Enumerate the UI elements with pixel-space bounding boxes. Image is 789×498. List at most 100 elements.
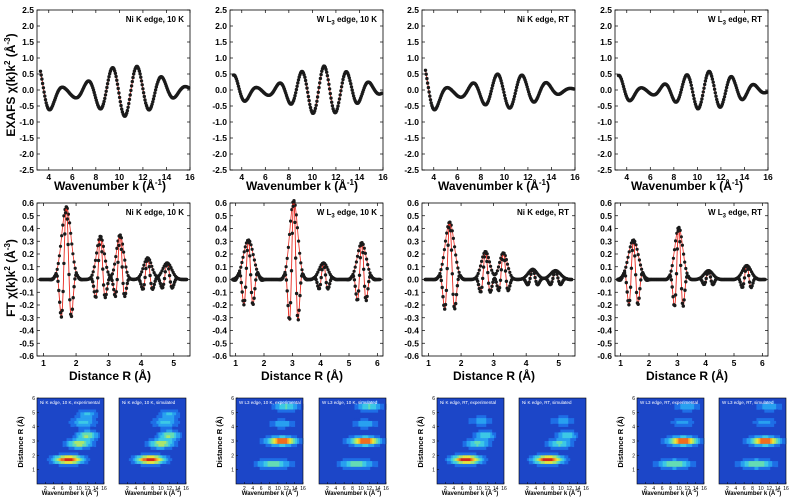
marker-experiment-envelope [685, 271, 689, 275]
wt-cell [72, 446, 75, 450]
wt-cell [468, 418, 471, 422]
wt-cell [92, 423, 95, 427]
wt-cell [674, 461, 677, 465]
wt-cell [740, 438, 743, 442]
marker-experiment [139, 282, 143, 286]
marker-experiment [158, 281, 162, 286]
wt-cell [488, 418, 491, 422]
wt-cell [364, 400, 367, 405]
x-tick-label: 12 [331, 172, 341, 182]
marker-experiment [488, 92, 493, 96]
wt-cell [568, 446, 571, 450]
wt-cell [275, 441, 278, 445]
wt-cell [780, 441, 783, 445]
wt-cell [568, 415, 571, 419]
marker-experiment [320, 268, 324, 272]
wt-cell [774, 400, 777, 405]
marker-experiment [337, 97, 342, 101]
wt-cell [688, 435, 691, 439]
wt-cell [764, 441, 767, 445]
wt-cell [472, 458, 475, 462]
wt-cell [332, 461, 336, 465]
wt-cell [560, 463, 563, 468]
marker-experiment [39, 73, 43, 77]
wt-cell [672, 406, 675, 410]
marker-experiment [691, 90, 695, 94]
wt-cell [472, 415, 475, 419]
wt-cell [672, 461, 675, 465]
wt-cell [277, 409, 280, 413]
marker-experiment-envelope [640, 267, 644, 271]
wt-cell [474, 418, 477, 422]
wt-cell [279, 420, 282, 425]
wt-cell [96, 423, 99, 427]
marker-experiment [367, 279, 371, 284]
wt-cell [281, 400, 284, 405]
wt-cell [164, 461, 167, 465]
wt-cell [564, 429, 567, 433]
wt-cell [762, 461, 765, 465]
wt-cell [738, 466, 741, 470]
wt-cell [70, 446, 73, 450]
wt-cell [566, 441, 569, 445]
wt-cell [164, 455, 167, 459]
wt-cell [158, 452, 161, 456]
marker-experiment-envelope [451, 236, 455, 240]
wt-cell [570, 432, 573, 436]
wt-cell [444, 455, 448, 459]
wt-y-tick-label: 6 [632, 396, 635, 402]
wt-cell [291, 423, 294, 427]
wt-cell [560, 435, 563, 439]
marker-experiment [715, 97, 719, 102]
wt-cell [670, 435, 673, 439]
wt-cell [348, 441, 351, 445]
wt-cell [750, 435, 753, 439]
wt-cell [281, 461, 284, 465]
wt-cell [76, 415, 79, 419]
wt-cell [550, 461, 553, 465]
wt-cell [352, 403, 355, 407]
marker-experiment-envelope [73, 266, 77, 270]
wt-cell [690, 406, 693, 410]
wt-cell [366, 441, 369, 445]
row3-axis-labels: Distance R (Å) Distance R (Å) Distance R… [16, 416, 781, 497]
wt-cell [560, 423, 563, 427]
wt-cell [261, 438, 264, 442]
wt-cell [338, 466, 341, 470]
wt-cell [468, 446, 471, 450]
wt-cell [362, 403, 365, 407]
marker-experiment-envelope [138, 273, 143, 277]
wt-cell [84, 420, 87, 425]
wt-cell [146, 441, 149, 445]
wt-cell [664, 458, 667, 462]
wt-cell [372, 441, 375, 445]
wt-cell [548, 461, 551, 465]
wt-cell [532, 452, 536, 456]
wt-cell [156, 412, 159, 416]
marker-experiment [504, 279, 509, 283]
marker-experiment [112, 287, 116, 292]
wt-cell [76, 432, 79, 436]
wt-cell [281, 435, 284, 439]
wt-x-tick-label: 14 [292, 486, 298, 492]
marker-experiment-envelope [487, 260, 492, 264]
wt-cell [688, 409, 691, 413]
wt-cell [448, 461, 452, 465]
wt-x-tick-label: 16 [501, 486, 507, 492]
wt-cell [88, 435, 91, 439]
wt-cell [554, 446, 557, 450]
wt-cell [676, 403, 679, 407]
wt-cell [670, 463, 673, 468]
marker-experiment-envelope [125, 270, 129, 274]
wt-cell [370, 400, 373, 405]
wt-cell [576, 420, 579, 425]
wt-cell [472, 432, 475, 436]
wt-cell [376, 443, 379, 448]
wt-cell [490, 432, 493, 436]
marker-experiment-envelope [669, 269, 673, 273]
wt-cell [552, 446, 555, 450]
marker-experiment-envelope [634, 243, 638, 247]
marker-experiment [118, 100, 123, 104]
wt-cell [150, 455, 153, 459]
marker-experiment [712, 87, 717, 91]
